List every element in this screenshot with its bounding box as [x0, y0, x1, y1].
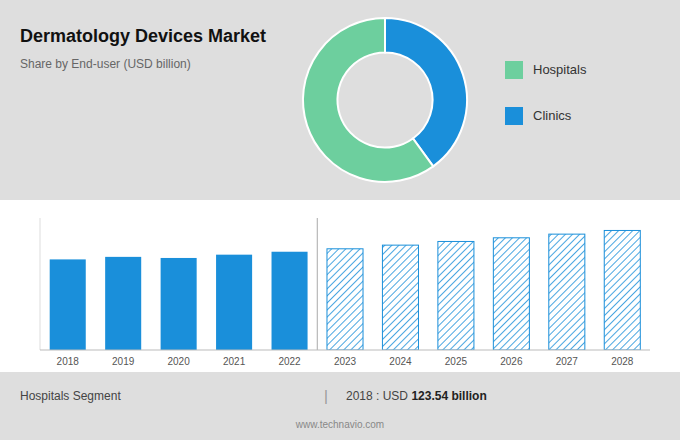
x-axis-line	[40, 350, 650, 351]
plot-band	[0, 200, 680, 372]
bar	[549, 234, 585, 350]
title: Dermatology Devices Market	[20, 26, 266, 46]
x-tick-label: 2019	[112, 356, 135, 367]
x-tick-label: 2026	[500, 356, 523, 367]
bar	[493, 238, 529, 350]
bar	[327, 249, 363, 350]
x-tick-label: 2024	[389, 356, 412, 367]
subtitle: Share by End-user (USD billion)	[20, 57, 191, 71]
bars	[50, 230, 641, 350]
x-tick-label: 2027	[556, 356, 579, 367]
footer-url: www.technavio.com	[295, 419, 384, 430]
top-band	[0, 0, 680, 200]
y-axis-line	[40, 218, 41, 350]
x-tick-label: 2023	[334, 356, 357, 367]
footer-band	[0, 372, 680, 440]
legend-label: Clinics	[533, 108, 572, 123]
donut	[303, 18, 467, 182]
bar	[161, 258, 197, 350]
footer-bold: 123.54 billion	[411, 389, 486, 403]
bar	[105, 257, 141, 350]
footer-pipe: |	[324, 387, 328, 404]
legend-label: Hospitals	[533, 62, 587, 77]
legend-swatch	[505, 107, 523, 125]
footer-left: Hospitals Segment	[20, 389, 121, 403]
footer-right-normal: 2018 : USD	[346, 389, 411, 403]
x-tick-label: 2028	[611, 356, 634, 367]
donut-slice	[385, 18, 467, 166]
divider	[317, 218, 318, 350]
footer-right: 2018 : USD 123.54 billion	[346, 389, 487, 403]
bar	[50, 259, 86, 350]
x-tick-label: 2025	[445, 356, 468, 367]
chart-root: Dermatology Devices Market Share by End-u…	[0, 0, 680, 440]
x-tick-label: 2018	[57, 356, 80, 367]
x-tick-label: 2021	[223, 356, 246, 367]
legend: Hospitals Clinics	[505, 61, 587, 125]
x-tick-label: 2020	[168, 356, 191, 367]
bar	[438, 241, 474, 350]
bar	[216, 255, 252, 350]
bar	[272, 252, 308, 350]
bar	[604, 230, 640, 350]
x-tick-label: 2022	[278, 356, 301, 367]
donut-slice	[303, 18, 433, 182]
bar	[382, 245, 418, 350]
legend-swatch	[505, 61, 523, 79]
